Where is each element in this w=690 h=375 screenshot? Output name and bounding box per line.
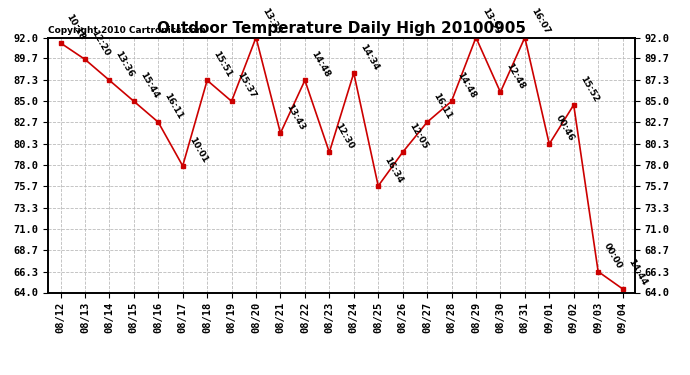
Text: 14:34: 14:34: [358, 42, 380, 72]
Text: 12:30: 12:30: [333, 122, 355, 151]
Title: Outdoor Temperature Daily High 20100905: Outdoor Temperature Daily High 20100905: [157, 21, 526, 36]
Text: 15:44: 15:44: [138, 70, 160, 100]
Text: 14:44: 14:44: [627, 258, 649, 288]
Text: 14:48: 14:48: [455, 70, 478, 100]
Text: 12:20: 12:20: [89, 29, 111, 58]
Text: 13:59: 13:59: [480, 7, 502, 36]
Text: 10:18: 10:18: [65, 12, 87, 42]
Text: 16:11: 16:11: [431, 92, 453, 121]
Text: 10:01: 10:01: [187, 135, 209, 165]
Text: 15:52: 15:52: [578, 74, 600, 104]
Text: 13:35: 13:35: [260, 7, 282, 36]
Text: 13:43: 13:43: [284, 102, 307, 132]
Text: 16:11: 16:11: [162, 92, 184, 121]
Text: 16:34: 16:34: [382, 155, 404, 184]
Text: 13:36: 13:36: [114, 50, 136, 79]
Text: 12:48: 12:48: [504, 62, 526, 91]
Text: Copyright 2010 Cartronics.com: Copyright 2010 Cartronics.com: [48, 26, 206, 35]
Text: 00:46: 00:46: [553, 114, 575, 142]
Text: 16:07: 16:07: [529, 7, 551, 36]
Text: 15:51: 15:51: [211, 50, 233, 79]
Text: 00:00: 00:00: [602, 241, 624, 270]
Text: 14:48: 14:48: [309, 50, 331, 79]
Text: 15:37: 15:37: [236, 70, 258, 100]
Text: 12:05: 12:05: [407, 122, 429, 151]
